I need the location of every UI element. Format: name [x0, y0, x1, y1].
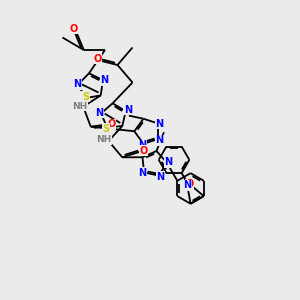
Text: N: N — [165, 158, 173, 167]
Text: N: N — [95, 108, 103, 118]
Text: S: S — [82, 92, 89, 102]
Text: O: O — [93, 54, 102, 64]
Text: N: N — [155, 135, 164, 145]
Text: N: N — [73, 80, 81, 89]
Text: N: N — [138, 140, 146, 150]
Text: O: O — [107, 119, 116, 129]
Text: N: N — [155, 118, 164, 128]
Text: NH: NH — [73, 102, 88, 111]
Text: S: S — [102, 124, 110, 134]
Text: N: N — [100, 75, 108, 85]
Text: NH: NH — [96, 135, 112, 144]
Text: O: O — [140, 146, 148, 156]
Text: N: N — [138, 168, 146, 178]
Text: N: N — [156, 172, 164, 182]
Text: O: O — [70, 24, 78, 34]
Text: O: O — [185, 179, 194, 189]
Text: N: N — [124, 105, 132, 115]
Text: N: N — [183, 180, 191, 190]
